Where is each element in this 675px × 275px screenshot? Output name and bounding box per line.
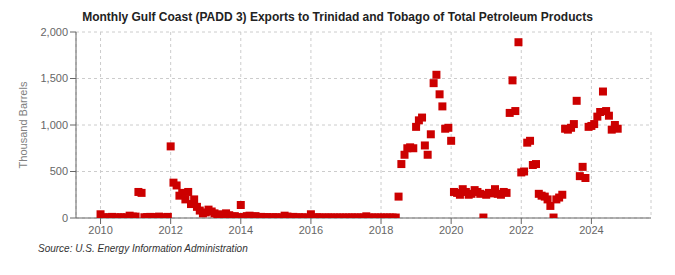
svg-text:2,000: 2,000	[40, 26, 68, 38]
svg-text:2010: 2010	[88, 224, 112, 236]
svg-text:2024: 2024	[579, 224, 603, 236]
svg-text:2016: 2016	[299, 224, 323, 236]
html-text:Monthly Gulf Coast (PADD 3) Ex: Monthly Gulf Coast (PADD 3) Exports to T…	[82, 10, 593, 24]
svg-text:500: 500	[50, 165, 68, 177]
svg-text:2012: 2012	[158, 224, 182, 236]
svg-text:2020: 2020	[439, 224, 463, 236]
svg-text:1,000: 1,000	[40, 119, 68, 131]
svg-text:2014: 2014	[229, 224, 253, 236]
svg-text:1,500: 1,500	[40, 72, 68, 84]
svg-text:2018: 2018	[369, 224, 393, 236]
svg-text:0: 0	[62, 212, 68, 224]
html-text:Source: U.S. Energy Informatio: Source: U.S. Energy Information Administ…	[38, 243, 248, 254]
svg-text:2022: 2022	[509, 224, 533, 236]
svg-text:Thousand Barrels: Thousand Barrels	[17, 81, 29, 168]
